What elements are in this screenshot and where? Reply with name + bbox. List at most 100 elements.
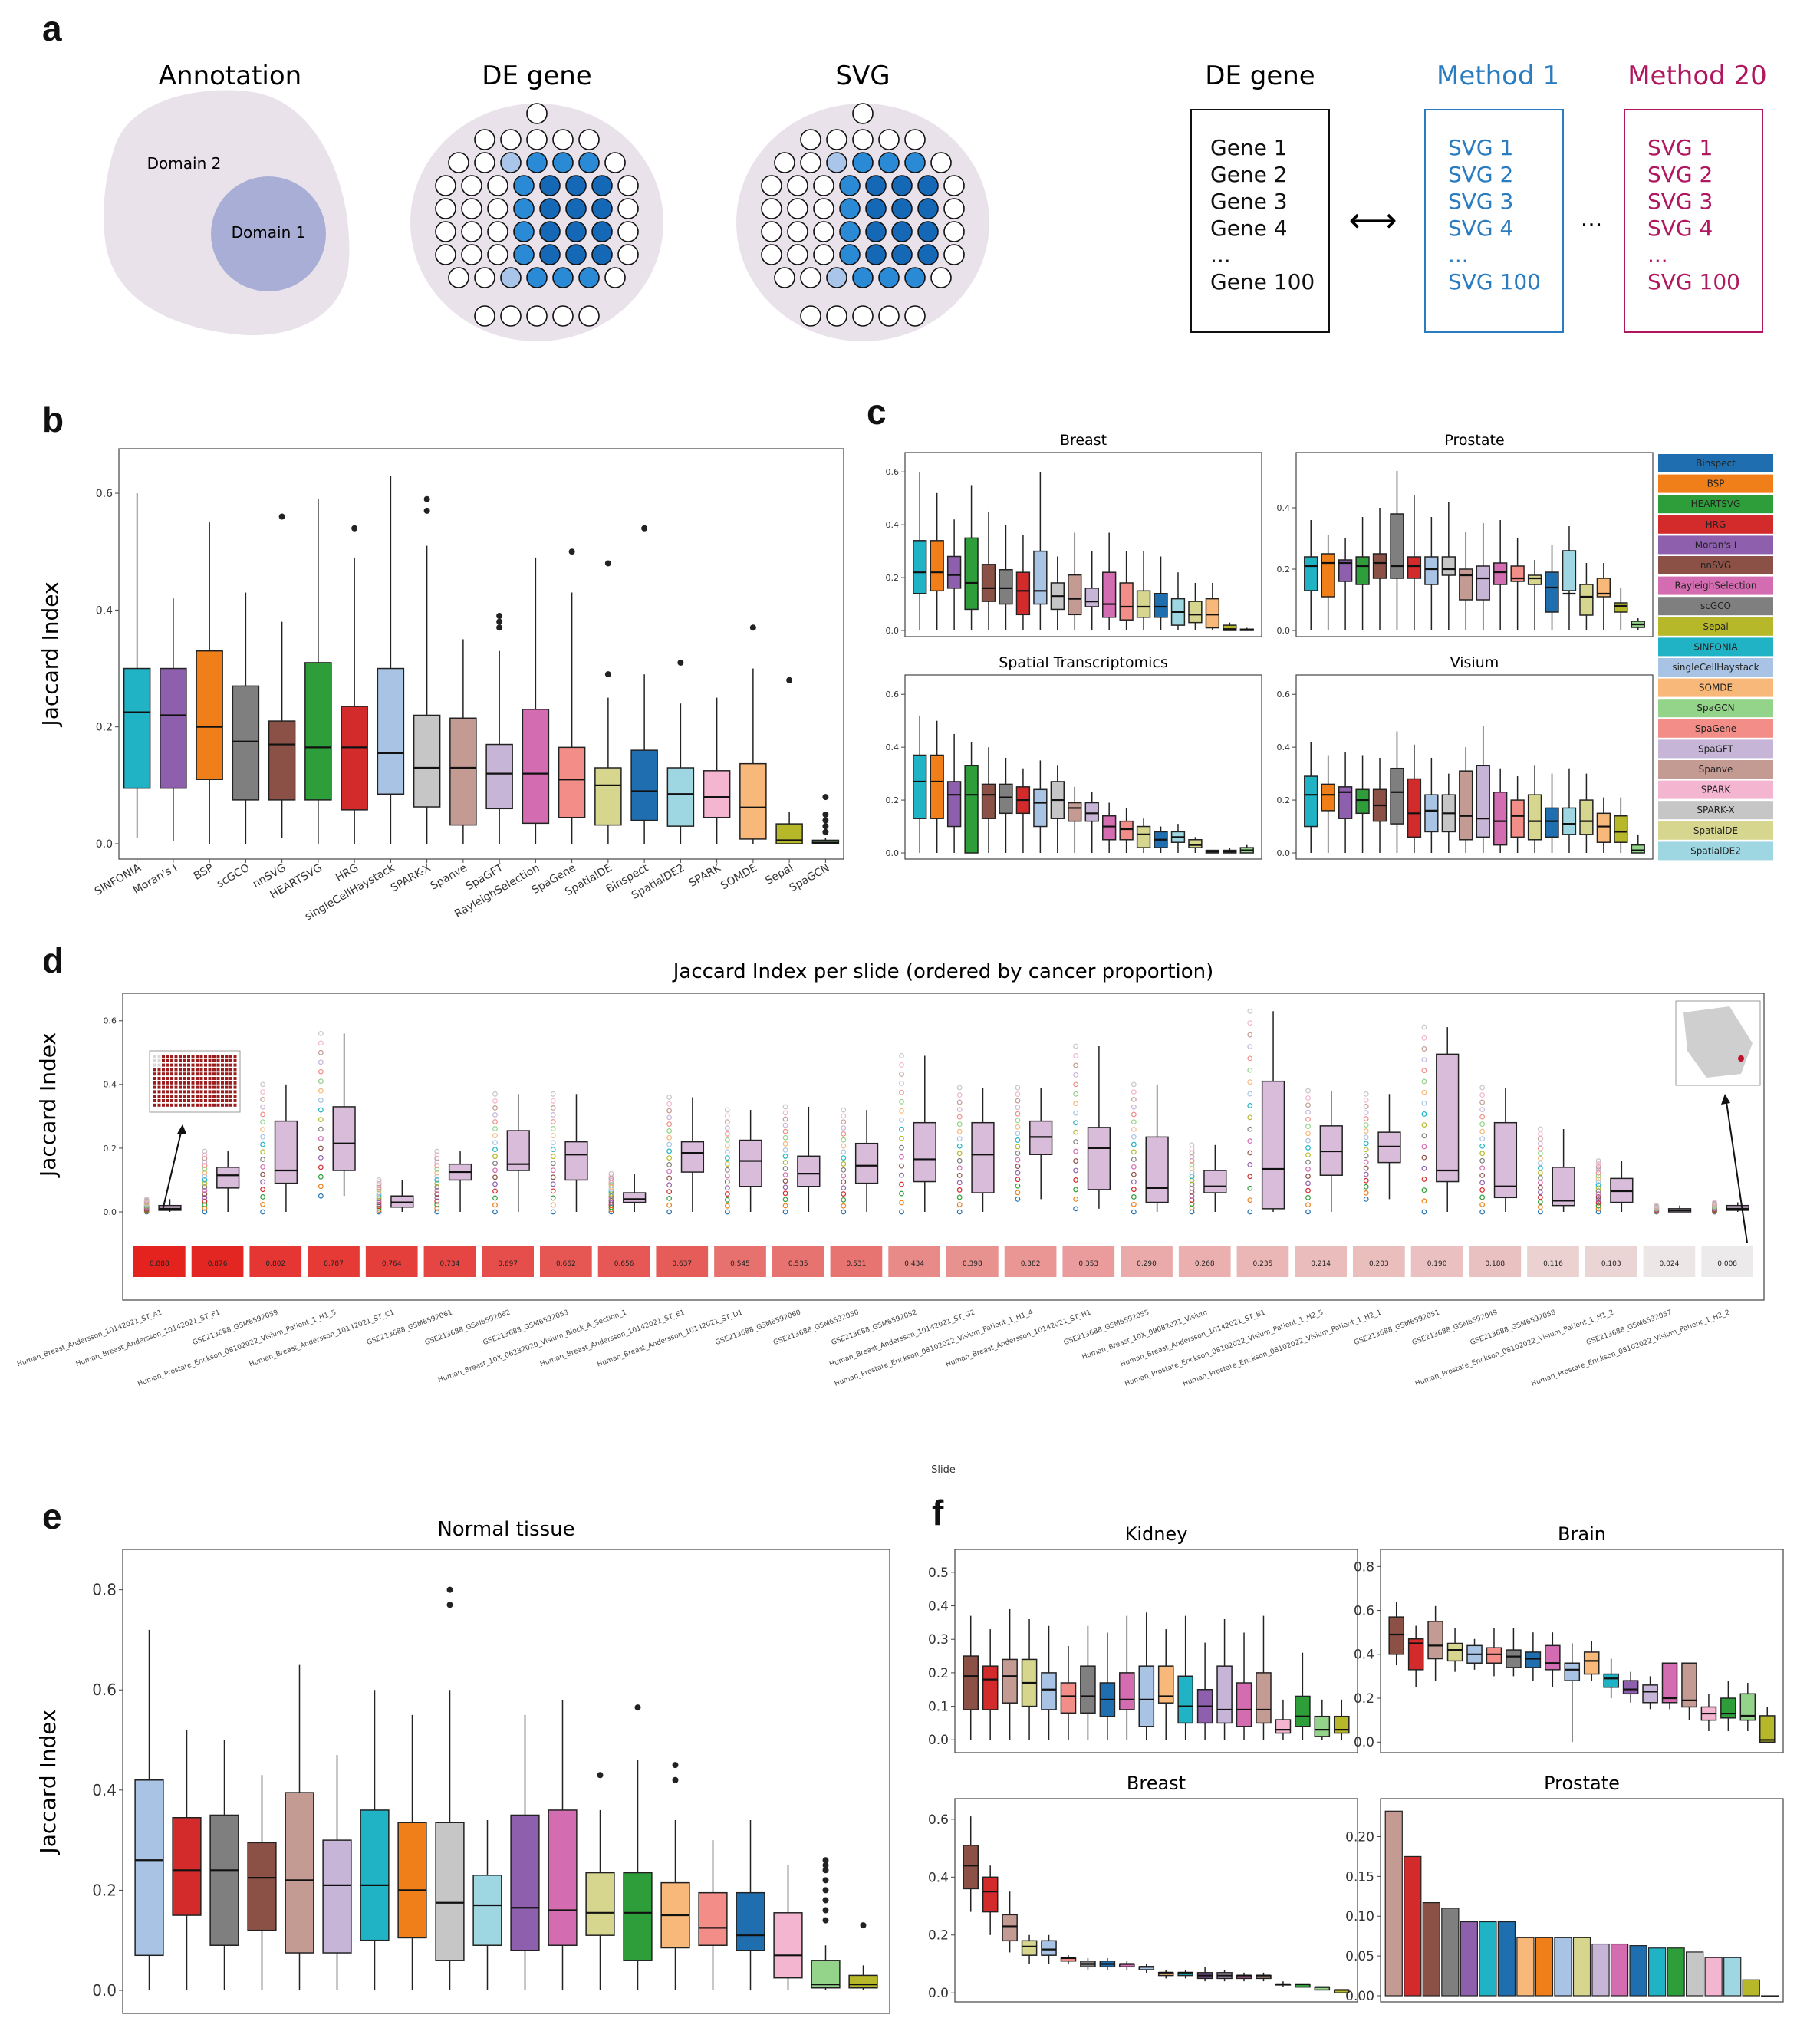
box-spatialde-outlier	[597, 1772, 604, 1779]
inset-spot	[212, 1072, 216, 1076]
slide-box-13-box	[913, 1121, 936, 1183]
slide-point	[1479, 1157, 1486, 1164]
slide-point	[782, 1147, 788, 1153]
legend-swatch	[1658, 515, 1773, 534]
y-tick-label: 0.0	[96, 838, 113, 851]
slide-point	[1421, 1068, 1427, 1074]
slide-label: Human_Prostate_Erickson_08102022_Visium_…	[1414, 1309, 1615, 1388]
slide-point	[260, 1081, 266, 1088]
slide-point	[1073, 1062, 1079, 1068]
slide-point	[1421, 1177, 1427, 1182]
inset-spot	[233, 1103, 237, 1107]
legend-swatch	[1658, 739, 1773, 759]
cancer-proportion-cell	[482, 1246, 534, 1277]
cancer-proportion-cell	[656, 1246, 709, 1277]
slide-point	[260, 1096, 266, 1102]
inset-spot	[204, 1081, 207, 1085]
slide-point	[666, 1209, 673, 1215]
box-spagcn-outlier	[822, 823, 829, 830]
inset-spot	[157, 1068, 161, 1072]
slide-point	[956, 1202, 963, 1207]
box-prostate-15-box	[1562, 550, 1577, 591]
inset-spot	[233, 1095, 237, 1098]
inset-spot	[208, 1072, 212, 1076]
slide-point	[260, 1201, 266, 1207]
slide-point	[1247, 1044, 1253, 1049]
box-brain-19-box	[1759, 1715, 1776, 1743]
y-tick-label: 0.2	[886, 573, 900, 583]
legend-label: SPARK	[1701, 785, 1732, 795]
svg-spots	[761, 103, 965, 327]
y-tick-label: 0.2	[1277, 565, 1291, 574]
slide-point	[1654, 1203, 1660, 1209]
slide-point	[434, 1195, 440, 1200]
inset-spot	[162, 1103, 165, 1107]
spot	[487, 221, 508, 242]
box-kidney-9-box	[1138, 1665, 1155, 1727]
slide-point	[1595, 1167, 1601, 1173]
inset-spot	[216, 1063, 220, 1067]
legend-swatch	[1658, 617, 1773, 636]
slide-point	[1131, 1201, 1137, 1207]
slide-point	[956, 1187, 963, 1193]
inset-spot	[204, 1090, 207, 1094]
y-tick-label: 0.6	[92, 1681, 117, 1699]
slide-box-18-box	[1203, 1170, 1227, 1193]
inset-spot	[233, 1072, 237, 1076]
panel-label-a: a	[42, 8, 62, 48]
inset-spot	[183, 1095, 186, 1098]
inset-spot	[187, 1095, 190, 1098]
legend-label: SpatialDE2	[1690, 845, 1741, 856]
spot	[500, 129, 522, 150]
facet-title: Brain	[1558, 1523, 1606, 1545]
slide-point	[492, 1098, 498, 1104]
slide-point	[1537, 1209, 1543, 1215]
slide-point	[782, 1160, 788, 1165]
box-spatialde-outlier	[604, 560, 611, 567]
inset-spot	[196, 1099, 199, 1102]
box-st-7-box	[1033, 788, 1048, 828]
inset-spot	[225, 1063, 229, 1067]
slide-point	[1421, 1133, 1427, 1139]
slide-point	[956, 1121, 963, 1128]
list-item: SVG 100	[1647, 269, 1740, 295]
legend-label: SOMDE	[1699, 683, 1733, 693]
inset-spot	[225, 1103, 229, 1107]
inset-spot	[216, 1081, 220, 1085]
slide-point	[434, 1170, 440, 1176]
slide-point	[260, 1171, 266, 1177]
slide-point	[492, 1140, 498, 1145]
slide-point	[1537, 1155, 1543, 1161]
slide-point	[1015, 1144, 1021, 1150]
slide-point	[899, 1053, 904, 1058]
slide-point	[666, 1128, 673, 1134]
cancer-proportion-cell	[830, 1246, 883, 1277]
box-binspect-box	[630, 749, 658, 821]
slide-point	[724, 1203, 730, 1209]
slide-point	[434, 1152, 440, 1158]
inset-spot	[183, 1085, 186, 1089]
inset-spot	[191, 1095, 195, 1098]
slide-point	[899, 1080, 904, 1086]
box-spark-box	[773, 1912, 803, 1979]
box-prostate-6-box	[1407, 556, 1422, 579]
inset-spot	[199, 1085, 203, 1089]
list-item: ...	[1448, 242, 1469, 268]
inset-spot	[204, 1099, 207, 1102]
slide-point	[318, 1164, 324, 1170]
slide-box-19-box	[1261, 1080, 1285, 1210]
slide-point	[1247, 1067, 1253, 1073]
slide-point	[1363, 1122, 1369, 1128]
slide-point	[1479, 1172, 1486, 1178]
slide-point	[376, 1196, 382, 1202]
slide-point	[1595, 1206, 1601, 1212]
bar-11	[1591, 1943, 1610, 1997]
slide-point	[318, 1184, 324, 1190]
slide-point	[899, 1117, 904, 1123]
legend-label: SpaGCN	[1697, 703, 1734, 713]
slide-point	[1537, 1146, 1543, 1151]
inset-high-cancer	[149, 1050, 241, 1113]
legend-swatch	[1658, 780, 1773, 799]
inset-spot	[179, 1055, 182, 1058]
legend-label: Spanve	[1699, 764, 1733, 775]
